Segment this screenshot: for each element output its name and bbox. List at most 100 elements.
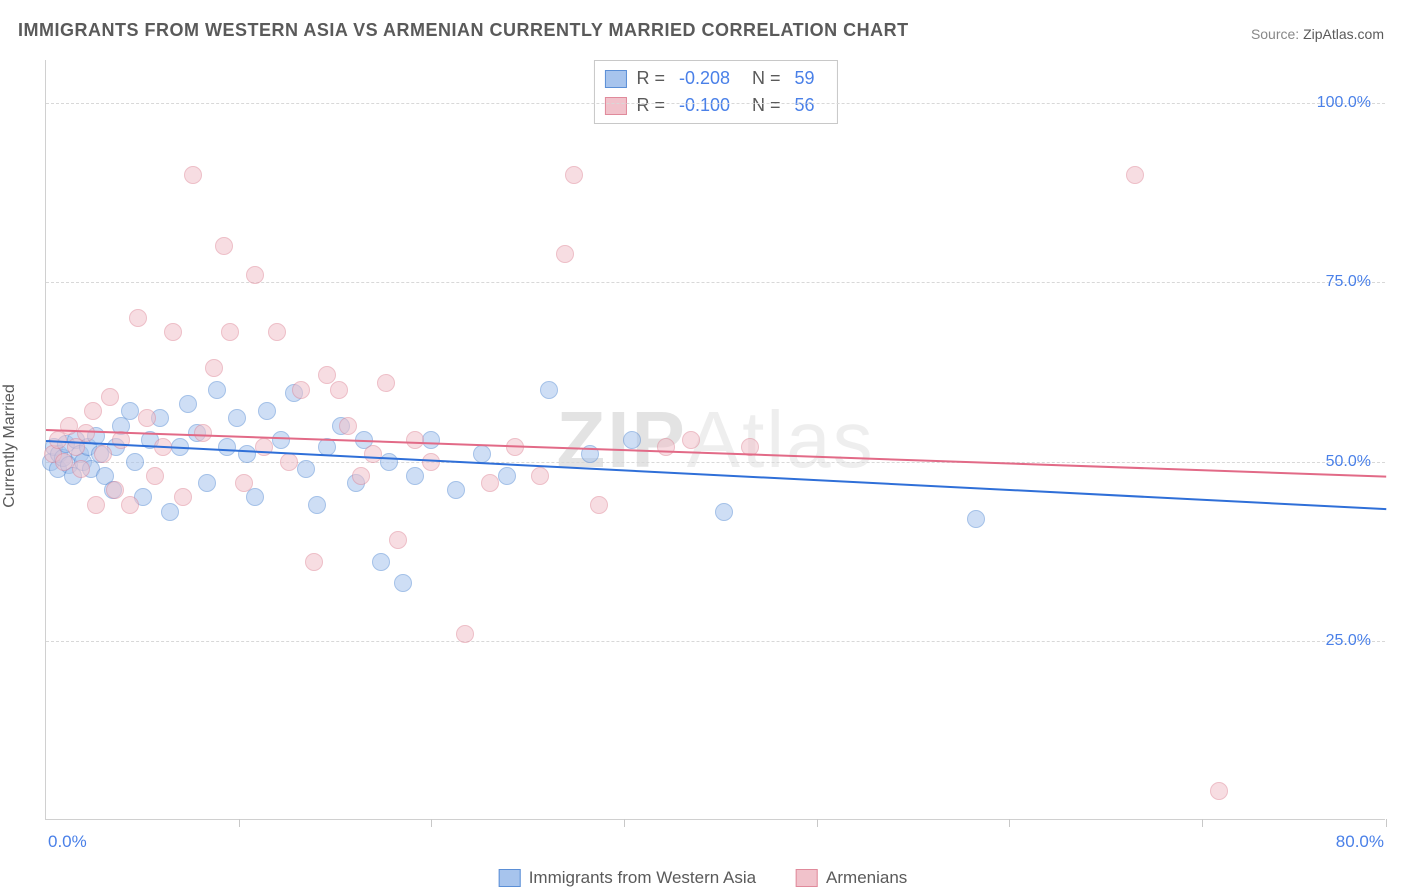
- scatter-point: [55, 453, 73, 471]
- legend-item: Armenians: [796, 868, 907, 888]
- correlation-legend: R = -0.208 N = 59R = -0.100 N = 56: [593, 60, 837, 124]
- scatter-point: [531, 467, 549, 485]
- scatter-point: [389, 531, 407, 549]
- scatter-point: [198, 474, 216, 492]
- scatter-point: [161, 503, 179, 521]
- scatter-point: [377, 374, 395, 392]
- scatter-point: [473, 445, 491, 463]
- scatter-point: [1126, 166, 1144, 184]
- scatter-point: [255, 438, 273, 456]
- x-tick: [817, 819, 818, 827]
- scatter-point: [179, 395, 197, 413]
- y-tick-label: 75.0%: [1326, 273, 1371, 291]
- y-axis-label: Currently Married: [1, 384, 19, 508]
- scatter-point: [422, 431, 440, 449]
- scatter-point: [498, 467, 516, 485]
- scatter-point: [246, 266, 264, 284]
- scatter-point: [481, 474, 499, 492]
- scatter-point: [101, 388, 119, 406]
- scatter-point: [84, 402, 102, 420]
- scatter-point: [215, 237, 233, 255]
- scatter-point: [394, 574, 412, 592]
- scatter-point: [1210, 782, 1228, 800]
- chart-title: IMMIGRANTS FROM WESTERN ASIA VS ARMENIAN…: [18, 20, 909, 41]
- y-tick-label: 100.0%: [1317, 94, 1371, 112]
- scatter-point: [305, 553, 323, 571]
- scatter-point: [218, 438, 236, 456]
- scatter-point: [272, 431, 290, 449]
- scatter-point: [380, 453, 398, 471]
- legend-label: Armenians: [826, 868, 907, 888]
- scatter-point: [246, 488, 264, 506]
- scatter-point: [623, 431, 641, 449]
- gridline: [46, 641, 1385, 642]
- legend-swatch: [796, 869, 818, 887]
- legend-r-value: -0.208: [679, 65, 730, 92]
- scatter-point: [364, 445, 382, 463]
- scatter-point: [138, 409, 156, 427]
- scatter-point: [456, 625, 474, 643]
- gridline: [46, 282, 1385, 283]
- scatter-point: [121, 402, 139, 420]
- scatter-point: [372, 553, 390, 571]
- x-tick: [431, 819, 432, 827]
- scatter-point: [228, 409, 246, 427]
- legend-r-label: R =: [636, 92, 665, 119]
- scatter-point: [126, 453, 144, 471]
- scatter-point: [208, 381, 226, 399]
- scatter-point: [339, 417, 357, 435]
- source-attribution: Source: ZipAtlas.com: [1251, 26, 1384, 42]
- scatter-point: [121, 496, 139, 514]
- x-axis-max-label: 80.0%: [1336, 832, 1384, 852]
- scatter-point: [308, 496, 326, 514]
- x-tick: [624, 819, 625, 827]
- scatter-point: [540, 381, 558, 399]
- legend-row: R =-0.208N =59: [604, 65, 826, 92]
- x-axis-min-label: 0.0%: [48, 832, 87, 852]
- legend-n-value: 59: [795, 65, 815, 92]
- scatter-point: [268, 323, 286, 341]
- x-tick: [1202, 819, 1203, 827]
- scatter-point: [258, 402, 276, 420]
- scatter-point: [330, 381, 348, 399]
- scatter-point: [164, 323, 182, 341]
- watermark: ZIPAtlas: [556, 394, 874, 486]
- scatter-point: [406, 431, 424, 449]
- scatter-point: [235, 474, 253, 492]
- legend-swatch: [604, 97, 626, 115]
- scatter-point: [146, 467, 164, 485]
- legend-row: R = -0.100 N = 56: [604, 92, 826, 119]
- scatter-point: [590, 496, 608, 514]
- scatter-point: [447, 481, 465, 499]
- x-tick: [239, 819, 240, 827]
- scatter-point: [657, 438, 675, 456]
- legend-item: Immigrants from Western Asia: [499, 868, 756, 888]
- scatter-point: [77, 424, 95, 442]
- scatter-point: [205, 359, 223, 377]
- scatter-point: [565, 166, 583, 184]
- series-legend: Immigrants from Western Asia Armenians: [499, 868, 908, 888]
- scatter-point: [352, 467, 370, 485]
- x-tick: [1386, 819, 1387, 827]
- source-label: Source:: [1251, 26, 1299, 42]
- source-value: ZipAtlas.com: [1303, 26, 1384, 42]
- legend-swatch: [604, 70, 626, 88]
- legend-r-label: R =: [636, 65, 665, 92]
- legend-n-value: 56: [795, 92, 815, 119]
- gridline: [46, 103, 1385, 104]
- scatter-point: [221, 323, 239, 341]
- legend-r-value: -0.100: [679, 92, 730, 119]
- y-tick-label: 25.0%: [1326, 632, 1371, 650]
- scatter-point: [682, 431, 700, 449]
- scatter-point: [129, 309, 147, 327]
- legend-swatch: [499, 869, 521, 887]
- scatter-point: [184, 166, 202, 184]
- scatter-point: [297, 460, 315, 478]
- plot-area: ZIPAtlas R = -0.208 N = 59R = -0.100 N = 56 25…: [45, 60, 1385, 820]
- legend-n-label: N =: [752, 92, 781, 119]
- scatter-point: [87, 496, 105, 514]
- scatter-point: [72, 460, 90, 478]
- scatter-point: [174, 488, 192, 506]
- y-tick-label: 50.0%: [1326, 453, 1371, 471]
- scatter-point: [715, 503, 733, 521]
